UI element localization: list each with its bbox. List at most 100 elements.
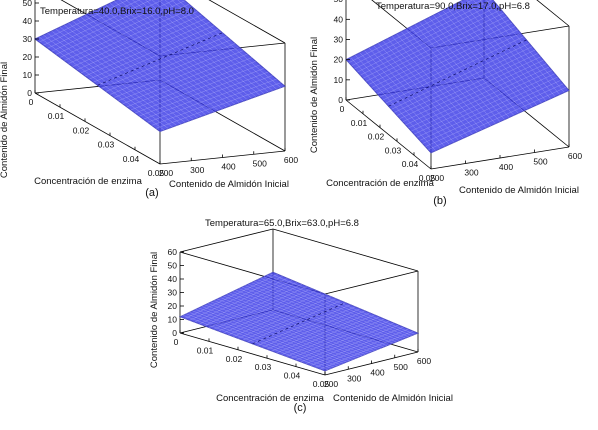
surface-mesh-line bbox=[184, 0, 286, 87]
panel-label: (a) bbox=[145, 187, 158, 199]
z-tick-label: 50 bbox=[23, 0, 33, 8]
z-tick-label: 30 bbox=[23, 34, 33, 44]
y-tick-label: 400 bbox=[221, 162, 235, 172]
surface-mesh-line bbox=[204, 304, 350, 362]
z-tick-label: 20 bbox=[168, 301, 178, 311]
surface-mesh-line bbox=[272, 272, 419, 334]
surface-mesh-line bbox=[93, 10, 219, 111]
y-tick-label: 500 bbox=[394, 362, 408, 372]
x-tick-label: 0.02 bbox=[368, 132, 385, 142]
y-tick-label: 600 bbox=[417, 356, 431, 366]
z-tick-label: 60 bbox=[168, 247, 178, 257]
surface-mesh-line bbox=[76, 18, 202, 117]
surface-mesh-line bbox=[195, 309, 341, 365]
surface-mesh-line bbox=[419, 22, 505, 120]
x-tick-label: 0.01 bbox=[48, 111, 65, 121]
y-tick-label: 400 bbox=[499, 162, 513, 172]
surface-mesh-line bbox=[254, 280, 400, 341]
surface-plane bbox=[345, 0, 570, 154]
panel-label: (b) bbox=[433, 195, 446, 207]
y-tick-label: 300 bbox=[347, 373, 361, 383]
surface-mesh-line bbox=[109, 2, 236, 105]
panel-label: (c) bbox=[294, 402, 307, 414]
surface-mesh-line bbox=[232, 291, 378, 350]
z-tick-label: 30 bbox=[168, 288, 178, 298]
x-tick-label: 0.03 bbox=[98, 140, 115, 150]
z-tick-label: 40 bbox=[168, 274, 178, 284]
surface-mesh-line bbox=[210, 301, 357, 359]
x-axis-label: Concentración de enzima bbox=[216, 393, 324, 404]
z-tick-label: 0 bbox=[172, 328, 177, 338]
y-tick-label: 200 bbox=[324, 379, 338, 389]
surface-mesh-line bbox=[245, 285, 391, 345]
surface-mesh-line bbox=[486, 0, 565, 93]
x-tick-label: 0 bbox=[340, 104, 345, 114]
y-axis-label: Contenido de Almidón Inicial bbox=[333, 393, 453, 404]
x-tick-label: 0.01 bbox=[351, 118, 368, 128]
x-tick-label: 0.04 bbox=[402, 159, 419, 169]
x-tick-label: 0.02 bbox=[73, 125, 90, 135]
z-tick-label: 20 bbox=[23, 52, 33, 62]
surface-mesh-line bbox=[382, 40, 468, 137]
box-edge-base-front bbox=[345, 99, 432, 170]
surface-mesh-line bbox=[39, 36, 165, 131]
x-tick-label: 0.04 bbox=[123, 154, 140, 164]
surface-mesh-line bbox=[158, 0, 269, 93]
surface-mesh-line bbox=[355, 54, 441, 149]
surface-mesh-line bbox=[43, 34, 169, 129]
surface-midline bbox=[252, 302, 346, 345]
y-tick-label: 500 bbox=[253, 158, 267, 168]
surface-mesh-line bbox=[238, 288, 384, 348]
z-tick-label: 10 bbox=[168, 315, 178, 325]
surface-plane bbox=[34, 0, 286, 133]
surface-mesh-line bbox=[451, 5, 537, 106]
x-tick-label: 0 bbox=[174, 337, 179, 347]
surface-mesh-line bbox=[473, 0, 556, 97]
surface-mesh-line bbox=[414, 24, 501, 122]
z-tick-label: 40 bbox=[23, 16, 33, 26]
surface-mesh-line bbox=[89, 12, 215, 113]
chart-title: Temperatura=65.0,Brix=63.0,pH=6.8 bbox=[205, 218, 359, 229]
box-edge-base-front bbox=[179, 332, 326, 376]
x-tick-label: 0.03 bbox=[255, 362, 272, 372]
surface-midline bbox=[388, 39, 527, 107]
surface-mesh-line bbox=[201, 306, 347, 363]
z-tick-label: 20 bbox=[334, 55, 344, 65]
x-tick-label: 0.04 bbox=[284, 371, 301, 381]
surface-mesh-line bbox=[151, 0, 265, 94]
surface-mesh-line bbox=[447, 7, 533, 108]
surface-mesh-line bbox=[105, 4, 231, 107]
z-tick-label: 40 bbox=[334, 14, 344, 24]
surface-mesh-line bbox=[492, 0, 570, 91]
z-tick-label: 10 bbox=[334, 75, 344, 85]
z-tick-label: 50 bbox=[168, 261, 178, 271]
x-tick-label: 0.05 bbox=[419, 173, 436, 183]
z-tick-label: 0 bbox=[27, 88, 32, 98]
x-tick-label: 0.05 bbox=[313, 379, 330, 389]
x-tick-label: 0.01 bbox=[197, 345, 214, 355]
x-axis-label: Concentración de enzima bbox=[326, 178, 434, 189]
box-edge-top-back bbox=[536, 0, 570, 27]
surface-mesh-line bbox=[132, 0, 252, 99]
z-axis-label: Contenido de Almidón Final bbox=[149, 252, 160, 368]
surface-mesh-line bbox=[350, 57, 436, 151]
y-tick-label: 600 bbox=[284, 155, 298, 165]
surface-mesh-line bbox=[72, 20, 198, 119]
x-tick-label: 0 bbox=[29, 97, 34, 107]
chart-title: Temperatura=90.0,Brix=17.0,pH=6.8 bbox=[376, 1, 530, 12]
surface-mesh-line bbox=[189, 312, 335, 368]
z-tick-label: 30 bbox=[334, 35, 344, 45]
x-tick-label: 0.05 bbox=[148, 168, 165, 178]
x-tick-label: 0.03 bbox=[385, 145, 402, 155]
surface-mesh-line bbox=[260, 277, 406, 339]
surface-mesh-line bbox=[378, 43, 464, 139]
z-axis-label: Contenido de Almidón Final bbox=[0, 62, 10, 178]
chart-title: Temperatura=40.0,Brix=16.0,pH=8.0 bbox=[40, 6, 194, 17]
y-tick-label: 600 bbox=[568, 151, 582, 161]
box-edge-base-front bbox=[34, 92, 161, 165]
box-edge-top-back bbox=[208, 0, 286, 44]
y-axis-label: Contenido de Almidón Inicial bbox=[459, 185, 579, 196]
